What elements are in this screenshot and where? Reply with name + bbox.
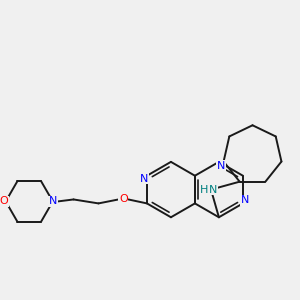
- Text: N: N: [209, 184, 217, 195]
- Text: O: O: [0, 196, 8, 206]
- Text: N: N: [49, 196, 57, 206]
- Text: N: N: [217, 161, 225, 171]
- Text: N: N: [241, 195, 249, 206]
- Text: H: H: [200, 184, 208, 195]
- Text: N: N: [140, 174, 148, 184]
- Text: O: O: [119, 194, 128, 205]
